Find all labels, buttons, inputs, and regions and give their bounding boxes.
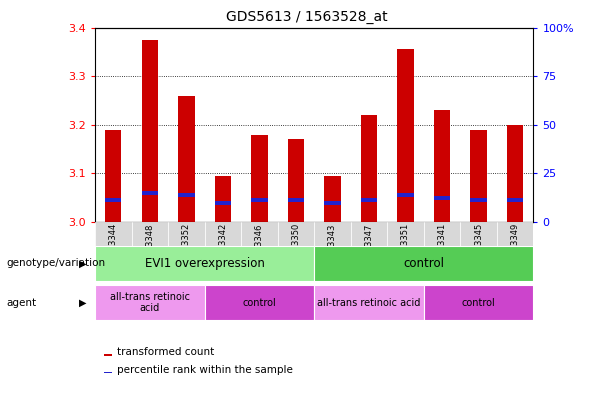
Text: all-trans retinoic acid: all-trans retinoic acid — [318, 298, 421, 308]
Text: GDS5613 / 1563528_at: GDS5613 / 1563528_at — [226, 10, 387, 24]
Bar — [142, 191, 158, 195]
Bar — [95, 246, 314, 281]
Bar — [434, 196, 450, 200]
Bar — [470, 130, 487, 222]
Bar — [470, 198, 487, 202]
Bar — [424, 285, 533, 320]
Bar — [251, 134, 268, 222]
Bar — [324, 201, 341, 204]
Text: GSM1633341: GSM1633341 — [438, 223, 446, 279]
Bar — [95, 285, 205, 320]
Text: GSM1633344: GSM1633344 — [109, 223, 118, 279]
Text: GSM1633347: GSM1633347 — [365, 223, 373, 279]
Text: GSM1633352: GSM1633352 — [182, 223, 191, 279]
Bar — [387, 222, 424, 246]
Bar — [351, 222, 387, 246]
Bar — [241, 222, 278, 246]
Bar — [397, 50, 414, 222]
Bar — [178, 95, 194, 222]
Bar — [95, 222, 132, 246]
Text: control: control — [243, 298, 276, 308]
Bar — [507, 198, 524, 202]
Bar — [314, 246, 533, 281]
Bar — [104, 372, 112, 373]
Text: control: control — [403, 257, 444, 270]
Bar — [104, 354, 112, 356]
Bar — [205, 285, 314, 320]
Text: percentile rank within the sample: percentile rank within the sample — [117, 365, 293, 375]
Bar — [205, 222, 241, 246]
Bar — [314, 285, 424, 320]
Bar — [168, 222, 205, 246]
Text: GSM1633342: GSM1633342 — [218, 223, 227, 279]
Bar — [314, 222, 351, 246]
Bar — [497, 222, 533, 246]
Bar — [215, 201, 231, 204]
Bar — [132, 222, 168, 246]
Bar — [251, 198, 268, 202]
Bar — [287, 198, 304, 202]
Text: control: control — [462, 298, 495, 308]
Text: genotype/variation: genotype/variation — [6, 258, 105, 268]
Bar — [105, 130, 121, 222]
Text: agent: agent — [6, 298, 36, 308]
Bar — [434, 110, 450, 222]
Text: GSM1633345: GSM1633345 — [474, 223, 483, 279]
Bar — [105, 198, 121, 202]
Text: GSM1633351: GSM1633351 — [401, 223, 410, 279]
Bar — [287, 140, 304, 222]
Bar — [397, 193, 414, 197]
Bar — [278, 222, 314, 246]
Text: ▶: ▶ — [79, 258, 86, 268]
Bar — [360, 198, 377, 202]
Bar — [424, 222, 460, 246]
Bar — [360, 115, 377, 222]
Bar — [178, 193, 194, 197]
Text: all-trans retinoic
acid: all-trans retinoic acid — [110, 292, 190, 313]
Text: GSM1633349: GSM1633349 — [511, 223, 520, 279]
Bar — [460, 222, 497, 246]
Bar — [215, 176, 231, 222]
Text: GSM1633343: GSM1633343 — [328, 223, 337, 279]
Text: ▶: ▶ — [79, 298, 86, 308]
Text: EVI1 overexpression: EVI1 overexpression — [145, 257, 265, 270]
Bar — [142, 40, 158, 222]
Text: GSM1633346: GSM1633346 — [255, 223, 264, 279]
Text: transformed count: transformed count — [117, 347, 214, 357]
Text: GSM1633350: GSM1633350 — [291, 223, 300, 279]
Bar — [507, 125, 524, 222]
Bar — [324, 176, 341, 222]
Text: GSM1633348: GSM1633348 — [145, 223, 154, 279]
